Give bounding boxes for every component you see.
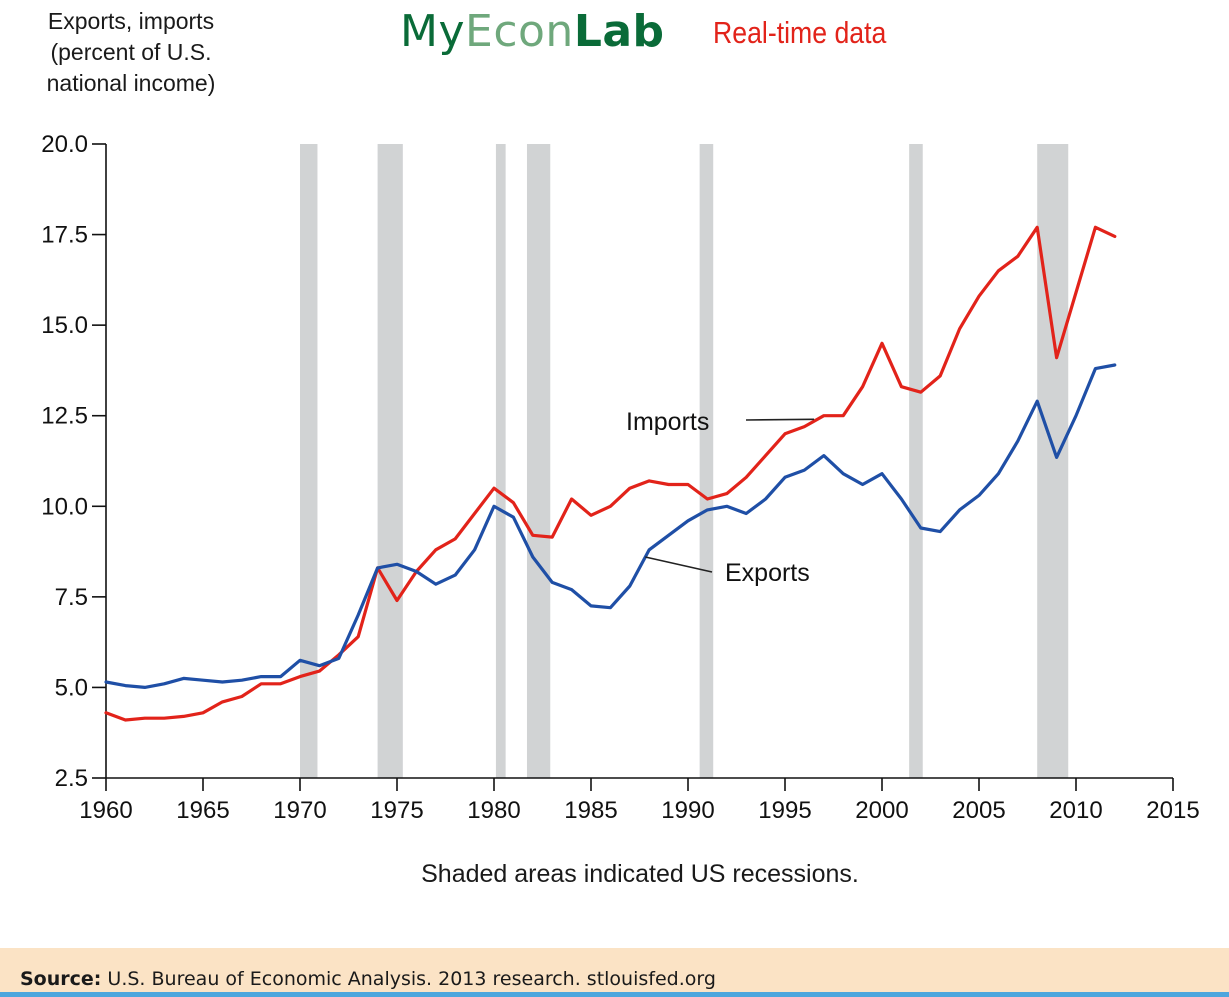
- x-tick-label-1970: 1970: [273, 797, 326, 824]
- imports-line: [104, 225, 1117, 722]
- y-tick-label-15.0: 15.0: [41, 312, 88, 339]
- recession-band-4: [526, 144, 551, 778]
- exports-line: [104, 363, 1117, 689]
- x-tick-label-2005: 2005: [952, 797, 1005, 824]
- y-axis-label-line-2: (percent of U.S.: [50, 39, 212, 65]
- recession-band-6: [909, 144, 923, 778]
- recession-bands: [300, 144, 1069, 778]
- y-tick-label-7.5: 7.5: [55, 584, 88, 611]
- x-tick-label-1995: 1995: [758, 797, 811, 824]
- source-text: Source: U.S. Bureau of Economic Analysis…: [20, 968, 716, 990]
- real-time-data-label: Real-time data: [713, 15, 887, 50]
- x-tick-label-2000: 2000: [855, 797, 908, 824]
- source-label: Source:: [20, 968, 102, 990]
- y-tick-label-20.0: 20.0: [41, 131, 88, 158]
- exports-label: Exports: [725, 559, 810, 587]
- logo-econ: Econ: [465, 6, 574, 57]
- y-axis-label: Exports, imports (percent of U.S. nation…: [6, 6, 256, 99]
- logo-lab: Lab: [573, 6, 665, 57]
- x-tick-label-1980: 1980: [467, 797, 520, 824]
- y-tick-label-12.5: 12.5: [41, 403, 88, 430]
- y-tick-label-5.0: 5.0: [55, 674, 88, 701]
- y-tick-label-2.5: 2.5: [55, 765, 88, 792]
- recession-band-2: [377, 144, 403, 778]
- bottom-rule: [0, 992, 1229, 997]
- y-axis-label-line-1: Exports, imports: [47, 8, 215, 34]
- x-tick-label-1990: 1990: [661, 797, 714, 824]
- x-tick-label-1960: 1960: [79, 797, 132, 824]
- x-tick-label-1965: 1965: [176, 797, 229, 824]
- recession-note: Shaded areas indicated US recessions.: [421, 860, 859, 888]
- imports-label: Imports: [626, 408, 709, 436]
- recession-band-5: [699, 144, 714, 778]
- y-tick-label-10.0: 10.0: [41, 493, 88, 520]
- logo-my: My: [400, 6, 466, 57]
- x-tick-label-1985: 1985: [564, 797, 617, 824]
- axes: 2.5 5.0 7.5 10.0 12.5 15.0 17.5 20.0 1960 1965 197…: [41, 131, 1199, 824]
- x-tick-label-1975: 1975: [370, 797, 423, 824]
- recession-band-1: [300, 144, 318, 778]
- series-lines: [104, 225, 1117, 722]
- imports-leader-line: [745, 418, 815, 421]
- source-citation: U.S. Bureau of Economic Analysis. 2013 r…: [101, 968, 716, 990]
- exports-leader-line: [645, 556, 713, 573]
- x-tick-label-2010: 2010: [1049, 797, 1102, 824]
- myeconlab-logo: MyEconLab: [400, 2, 665, 62]
- x-tick-label-2015: 2015: [1146, 797, 1199, 824]
- annotations: Imports Exports: [626, 408, 815, 587]
- y-axis-label-line-3: national income): [46, 70, 216, 96]
- source-bar: Source: U.S. Bureau of Economic Analysis…: [0, 948, 1229, 992]
- recession-band-7: [1037, 144, 1069, 778]
- recession-band-3: [495, 144, 506, 778]
- exports-imports-chart: 2.5 5.0 7.5 10.0 12.5 15.0 17.5 20.0 1960 1965 197…: [41, 131, 1199, 824]
- y-tick-label-17.5: 17.5: [41, 222, 88, 249]
